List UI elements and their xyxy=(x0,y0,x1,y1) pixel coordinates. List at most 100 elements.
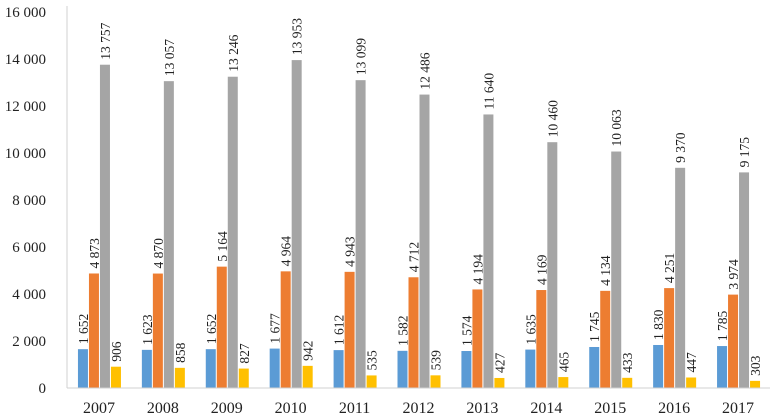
bar xyxy=(483,114,494,389)
data-label: 535 xyxy=(365,350,380,371)
data-label: 427 xyxy=(492,352,507,372)
bar xyxy=(344,271,355,388)
bar xyxy=(174,367,185,388)
data-label: 4 251 xyxy=(662,253,677,283)
data-label: 906 xyxy=(109,341,124,362)
data-label: 433 xyxy=(620,352,635,373)
bar xyxy=(622,377,633,388)
data-label: 4 712 xyxy=(407,242,422,272)
data-label: 13 953 xyxy=(290,18,305,55)
x-tick-label: 2010 xyxy=(275,400,307,417)
y-axis: 0 2 000 4 000 6 000 8 000 10 000 12 000 14 000 1… xyxy=(5,5,68,397)
x-tick-label: 2015 xyxy=(594,400,626,417)
data-label: 1 830 xyxy=(651,309,666,340)
data-label: 13 757 xyxy=(98,22,113,59)
bar xyxy=(750,380,761,388)
bar xyxy=(611,151,622,388)
data-label: 858 xyxy=(173,342,188,363)
bar xyxy=(291,60,302,389)
bar xyxy=(589,346,600,388)
bar xyxy=(717,346,728,388)
bar xyxy=(739,172,750,388)
x-tick-label: 2009 xyxy=(211,400,243,417)
data-label: 1 785 xyxy=(715,310,730,341)
y-tick-label: 6 000 xyxy=(12,240,46,256)
data-label: 4 194 xyxy=(470,254,485,285)
data-label: 4 873 xyxy=(87,238,102,269)
data-label: 4 870 xyxy=(151,238,166,269)
bar xyxy=(536,290,547,388)
bar xyxy=(88,273,99,388)
bar xyxy=(664,288,675,388)
data-label: 1 574 xyxy=(459,315,474,346)
y-tick-label: 16 000 xyxy=(5,5,46,21)
bar xyxy=(366,375,377,388)
bar xyxy=(355,80,366,389)
bar xyxy=(77,349,88,388)
x-tick-label: 2008 xyxy=(147,400,179,417)
bars xyxy=(77,60,761,389)
bar xyxy=(600,290,611,388)
data-label: 827 xyxy=(237,343,252,364)
data-label: 4 134 xyxy=(598,255,613,286)
data-label: 1 677 xyxy=(268,313,283,344)
data-label: 9 370 xyxy=(673,132,688,163)
bar xyxy=(653,344,664,388)
bar xyxy=(408,277,419,388)
data-label: 4 964 xyxy=(279,236,294,267)
bar xyxy=(163,81,174,389)
y-tick-label: 10 000 xyxy=(5,146,46,162)
x-tick-label: 2017 xyxy=(722,400,754,417)
data-label: 942 xyxy=(301,341,316,361)
bar xyxy=(333,350,344,388)
data-label: 1 652 xyxy=(76,314,91,344)
data-label: 1 635 xyxy=(523,314,538,345)
y-tick-label: 8 000 xyxy=(12,193,46,209)
data-label: 12 486 xyxy=(418,52,433,89)
x-tick-label: 2007 xyxy=(83,400,115,417)
data-label: 13 057 xyxy=(162,39,177,76)
y-tick-label: 4 000 xyxy=(12,287,46,303)
bar xyxy=(99,64,110,388)
x-tick-label: 2014 xyxy=(530,400,562,417)
x-tick-label: 2011 xyxy=(339,400,370,417)
bar xyxy=(547,142,558,388)
bar xyxy=(728,294,739,388)
bar xyxy=(525,349,536,388)
data-label: 4 943 xyxy=(343,236,358,267)
bar xyxy=(494,377,505,388)
y-tick-label: 14 000 xyxy=(5,52,46,68)
bar xyxy=(686,377,697,388)
bar xyxy=(227,76,238,389)
x-axis: 2007 2008 2009 2010 2011 2012 2013 2014 2015 2016… xyxy=(67,387,770,417)
bar xyxy=(269,348,280,388)
bar xyxy=(205,349,216,388)
bar xyxy=(152,273,163,388)
data-label: 5 164 xyxy=(215,231,230,262)
y-tick-label: 0 xyxy=(39,381,47,397)
y-tick-label: 2 000 xyxy=(12,334,46,350)
data-label: 1 582 xyxy=(396,315,411,345)
bar xyxy=(675,167,686,388)
bar xyxy=(397,350,408,388)
bar xyxy=(302,365,313,388)
bar xyxy=(216,266,227,388)
data-label: 465 xyxy=(556,352,571,373)
data-label: 11 640 xyxy=(481,73,496,110)
data-labels: 1 652 4 873 13 757 906 1 623 4 870 13 057 858 1 … xyxy=(76,18,763,376)
data-label: 303 xyxy=(748,355,763,376)
data-label: 1 652 xyxy=(204,314,219,344)
data-label: 1 623 xyxy=(140,314,155,345)
data-label: 539 xyxy=(429,350,444,371)
bar xyxy=(280,271,291,388)
data-label: 3 974 xyxy=(726,259,741,290)
data-label: 4 169 xyxy=(534,254,549,285)
x-tick-label: 2013 xyxy=(466,400,498,417)
data-label: 447 xyxy=(684,352,699,373)
bar xyxy=(238,368,249,388)
bar xyxy=(461,351,472,388)
x-tick-label: 2012 xyxy=(403,400,435,417)
data-label: 13 246 xyxy=(226,34,241,71)
data-label: 13 099 xyxy=(354,38,369,75)
